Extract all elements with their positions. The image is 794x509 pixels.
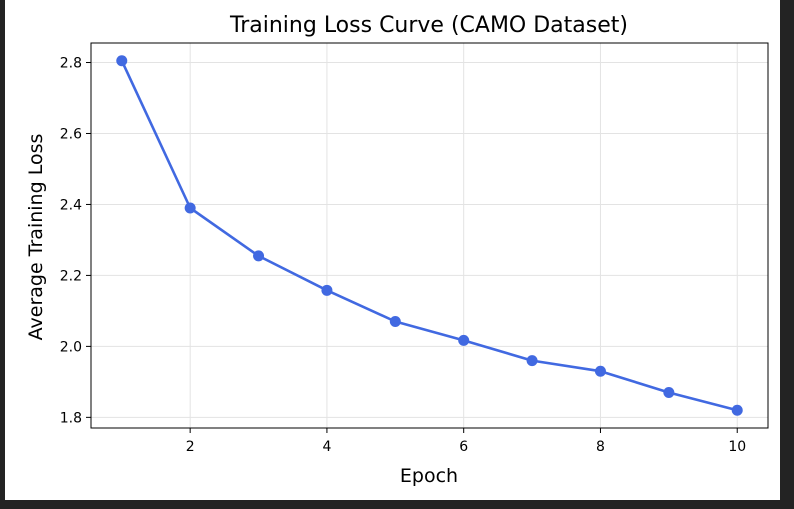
x-tick-label: 2 <box>186 439 195 455</box>
data-point <box>184 202 196 214</box>
x-tick-label: 6 <box>459 439 468 455</box>
plot-area-frame <box>90 42 769 429</box>
y-tick-label: 2.4 <box>60 197 82 213</box>
x-tick-label: 4 <box>322 439 331 455</box>
grid-lines <box>91 43 768 428</box>
y-tick-label: 2.2 <box>60 268 82 284</box>
x-tick-label: 10 <box>728 439 746 455</box>
chart-figure: Training Loss Curve (CAMO Dataset) 2 4 6 8 1… <box>5 0 780 500</box>
chart-title: Training Loss Curve (CAMO Dataset) <box>229 13 628 38</box>
x-axis-label: Epoch <box>400 465 458 487</box>
data-point <box>116 55 128 67</box>
series-group <box>116 55 743 416</box>
y-tick-label: 2.8 <box>60 56 82 72</box>
series-line <box>120 60 738 412</box>
axis-ticks: 2 4 6 8 10 1.8 2.0 2.2 2.4 2.6 2.8 <box>60 56 746 455</box>
data-point <box>253 250 265 262</box>
data-point <box>731 404 743 416</box>
data-point <box>321 284 333 296</box>
data-point <box>594 365 606 377</box>
y-axis-label: Average Training Loss <box>25 134 47 341</box>
y-tick-label: 2.6 <box>60 126 82 142</box>
y-tick-label: 2.0 <box>60 339 82 355</box>
line-chart: Training Loss Curve (CAMO Dataset) 2 4 6 8 1… <box>25 13 769 487</box>
data-point <box>458 334 470 346</box>
x-tick-label: 8 <box>596 439 605 455</box>
y-tick-label: 1.8 <box>60 410 82 426</box>
data-point <box>663 387 675 399</box>
data-point <box>389 316 401 328</box>
data-point <box>526 355 538 367</box>
